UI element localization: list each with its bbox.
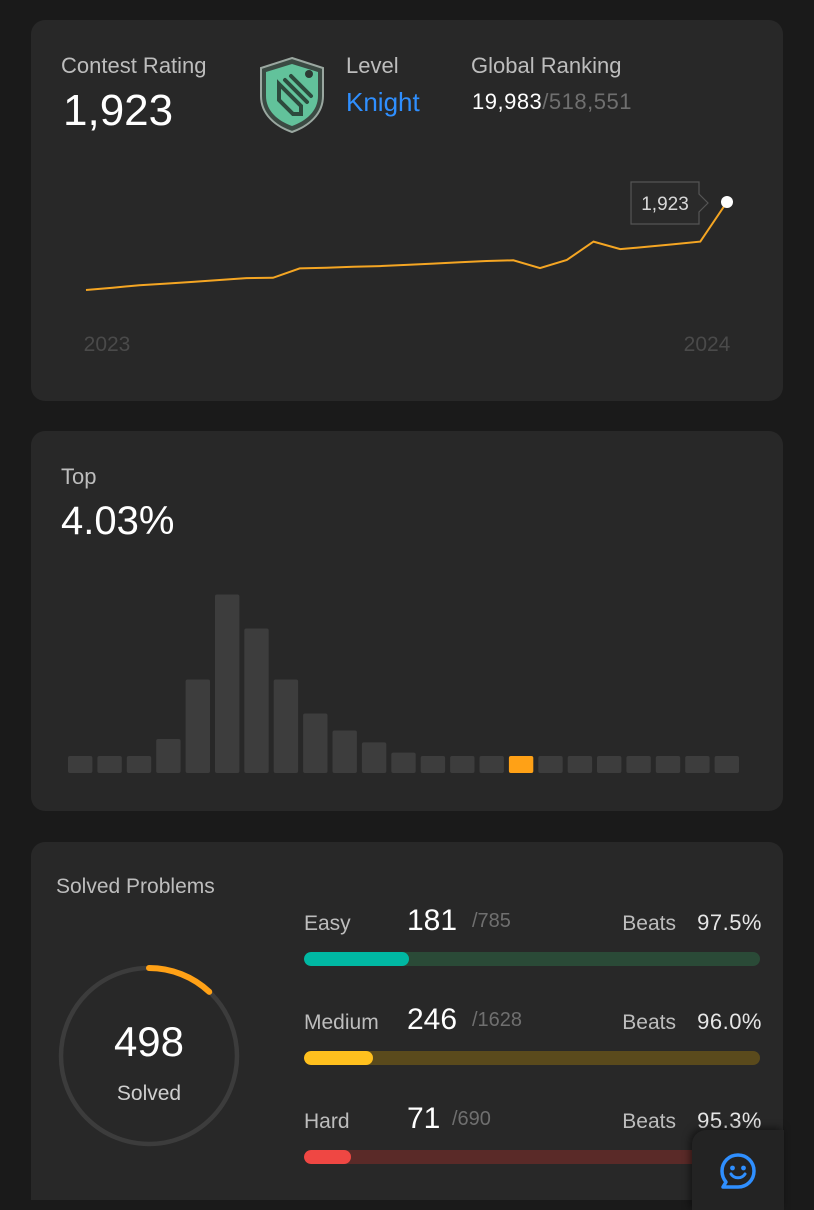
solved-problems-card: Solved Problems 498 Solved Easy 181 /785… — [31, 842, 783, 1200]
histogram-bar[interactable] — [273, 679, 299, 774]
solved-count-label: Solved — [116, 1082, 182, 1105]
histogram-bar[interactable] — [538, 756, 563, 773]
difficulty-row-easy: Easy 181 /785 Beats 97.5% — [304, 904, 762, 974]
difficulty-total: /1628 — [472, 1009, 523, 1031]
level-label: Level — [346, 53, 399, 78]
histogram-bar[interactable] — [597, 756, 622, 773]
difficulty-name: Easy — [304, 912, 351, 935]
histogram-bar[interactable] — [97, 756, 122, 773]
rating-tooltip-text: 1,923 — [641, 194, 689, 215]
beats-label: Beats — [622, 912, 676, 935]
x-tick-label: 2023 — [84, 333, 131, 356]
rank-total: /518,551 — [542, 89, 632, 114]
global-ranking-value: 19,983/518,551 — [472, 89, 632, 115]
histogram-bar[interactable] — [420, 756, 446, 773]
histogram-bar[interactable] — [215, 594, 240, 774]
difficulty-name: Hard — [304, 1110, 350, 1133]
histogram-bar[interactable] — [479, 756, 504, 773]
histogram-bar[interactable] — [244, 628, 269, 774]
contest-rating-card: 1,923 2023 2024 Contest Rating 1,923 Level… — [31, 20, 783, 401]
histogram-bar-current[interactable] — [508, 756, 534, 773]
rating-chart: 1,923 2023 2024 — [84, 181, 733, 356]
histogram-bar[interactable] — [185, 679, 210, 774]
solved-count: 498 — [113, 1018, 185, 1065]
progress-fill — [304, 1051, 373, 1065]
difficulty-total: /785 — [472, 910, 511, 932]
progress-fill — [304, 952, 409, 966]
global-ranking-label: Global Ranking — [471, 53, 622, 78]
knight-badge-icon — [260, 56, 324, 134]
progress-track — [304, 952, 760, 966]
difficulty-solved: 246 — [407, 1003, 458, 1036]
chat-button[interactable] — [692, 1130, 784, 1210]
difficulty-total: /690 — [452, 1108, 491, 1130]
histogram-bar[interactable] — [714, 756, 739, 773]
histogram-bar[interactable] — [626, 756, 651, 773]
histogram-bar[interactable] — [567, 756, 593, 773]
rating-tooltip: 1,923 — [630, 181, 709, 225]
rank-current: 19,983 — [472, 89, 543, 114]
beats-value: 97.5% — [697, 910, 762, 935]
rating-line — [85, 201, 728, 291]
top-percentile-card: Top 4.03% — [31, 431, 783, 811]
progress-track — [304, 1051, 760, 1065]
beats-value: 95.3% — [697, 1108, 762, 1133]
solved-progress-ring — [58, 965, 240, 1147]
histogram-bar[interactable] — [655, 756, 681, 773]
progress-track — [304, 1150, 760, 1164]
beats-label: Beats — [622, 1110, 676, 1133]
level-value[interactable]: Knight — [346, 87, 420, 117]
contest-rating-value: 1,923 — [63, 86, 174, 135]
progress-fill — [304, 1150, 351, 1164]
histogram-bar[interactable] — [156, 739, 181, 773]
difficulty-solved: 71 — [407, 1102, 441, 1135]
percentile-histogram — [68, 594, 739, 774]
difficulty-row-medium: Medium 246 /1628 Beats 96.0% — [304, 1003, 762, 1073]
difficulty-solved: 181 — [407, 904, 458, 937]
difficulty-name: Medium — [304, 1011, 379, 1034]
histogram-bar[interactable] — [450, 756, 475, 773]
histogram-bar[interactable] — [361, 742, 387, 773]
ring-progress — [146, 965, 213, 995]
histogram-bar[interactable] — [303, 713, 328, 774]
top-value: 4.03% — [61, 499, 175, 543]
histogram-bar[interactable] — [126, 756, 152, 773]
difficulty-row-hard: Hard 71 /690 Beats 95.3% — [304, 1102, 762, 1172]
beats-value: 96.0% — [697, 1009, 762, 1034]
histogram-bar[interactable] — [68, 756, 93, 773]
histogram-bar[interactable] — [391, 752, 416, 773]
beats-label: Beats — [622, 1011, 676, 1034]
top-label: Top — [61, 464, 97, 489]
histogram-bar[interactable] — [332, 730, 357, 774]
solved-problems-label: Solved Problems — [56, 875, 215, 898]
contest-rating-label: Contest Rating — [61, 53, 207, 78]
rating-last-point[interactable] — [721, 196, 733, 208]
x-tick-label: 2024 — [684, 333, 731, 356]
histogram-bar[interactable] — [685, 756, 710, 773]
chat-smiley-icon — [720, 1153, 756, 1189]
